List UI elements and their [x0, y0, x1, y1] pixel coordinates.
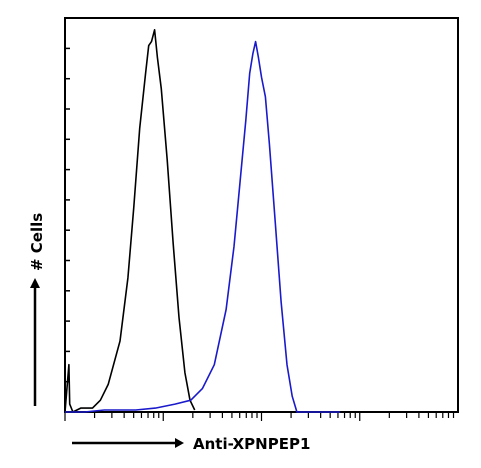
series-layer: [64, 29, 341, 413]
x-axis-arrow-head: [175, 438, 184, 448]
series-line-1: [64, 29, 196, 413]
series-line-2: [65, 40, 341, 413]
y-axis-arrow-head: [30, 278, 40, 288]
y-axis-label: # Cells: [28, 213, 46, 271]
x-axis-label: Anti-XPNPEP1: [193, 435, 310, 453]
x-axis-ticks: [64, 412, 455, 421]
